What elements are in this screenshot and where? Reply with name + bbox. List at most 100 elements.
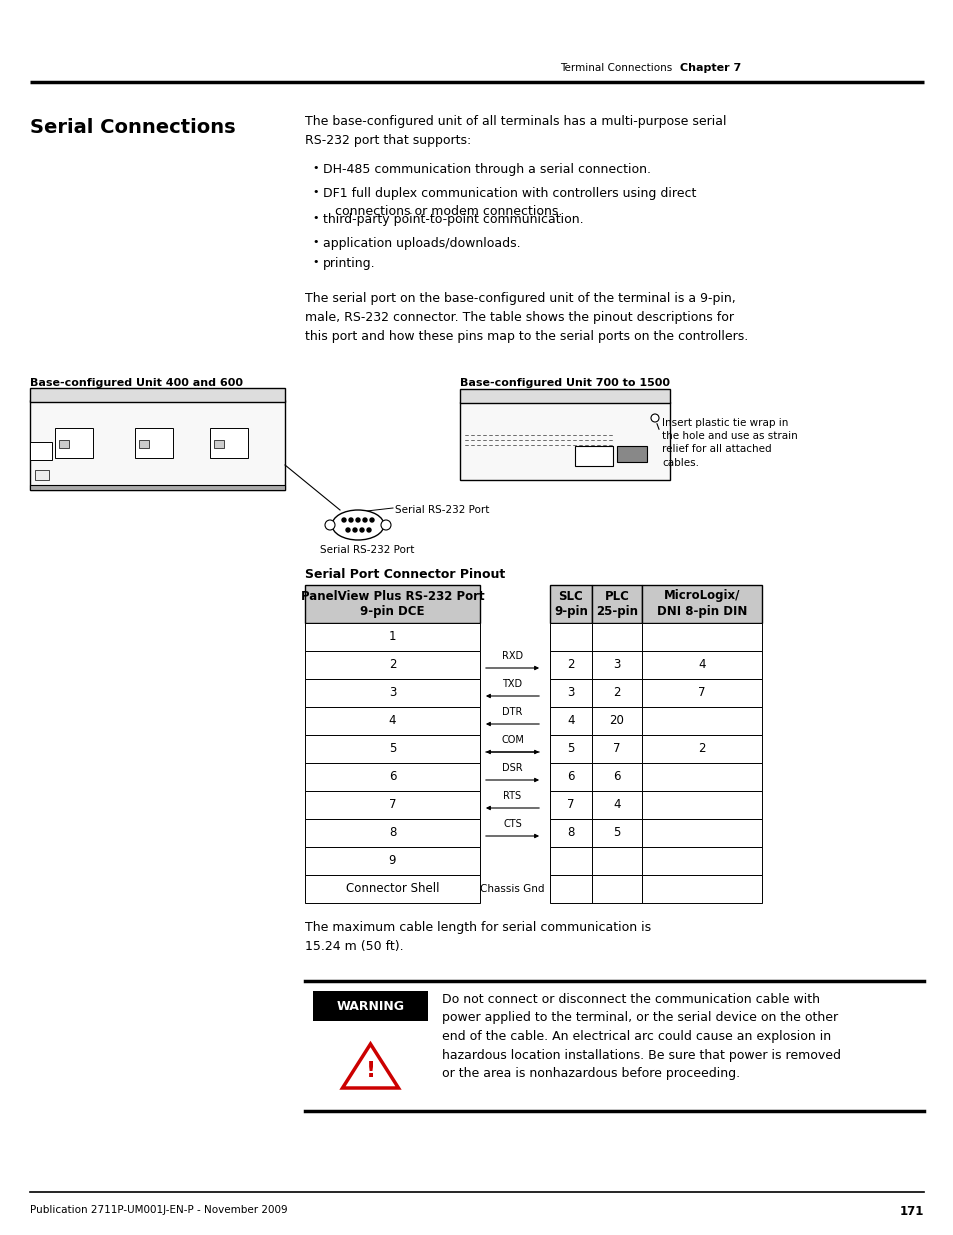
Text: Connector Shell: Connector Shell — [345, 883, 438, 895]
Text: DH-485 communication through a serial connection.: DH-485 communication through a serial co… — [323, 163, 650, 177]
Ellipse shape — [332, 510, 384, 540]
Circle shape — [349, 517, 353, 522]
Text: 4: 4 — [567, 715, 574, 727]
Bar — [641, 790, 761, 819]
Bar — [139, 440, 149, 448]
Bar — [550, 651, 592, 679]
Bar — [305, 735, 479, 763]
Bar — [213, 440, 224, 448]
Bar — [641, 651, 761, 679]
Text: The serial port on the base-configured unit of the terminal is a 9-pin,
male, RS: The serial port on the base-configured u… — [305, 291, 747, 343]
Text: Serial RS-232 Port: Serial RS-232 Port — [319, 545, 414, 555]
Bar — [641, 763, 761, 790]
Bar — [30, 442, 52, 459]
Text: SLC
9-pin: SLC 9-pin — [554, 589, 587, 619]
Text: WARNING: WARNING — [336, 999, 404, 1013]
Text: application uploads/downloads.: application uploads/downloads. — [323, 237, 520, 249]
Bar — [459, 389, 669, 403]
Bar — [305, 847, 479, 876]
Text: third-party point-to-point communication.: third-party point-to-point communication… — [323, 212, 583, 226]
Text: 2: 2 — [388, 658, 395, 672]
Text: RXD: RXD — [501, 651, 522, 661]
Bar — [55, 429, 92, 458]
Text: Serial RS-232 Port: Serial RS-232 Port — [395, 505, 489, 515]
Bar — [617, 446, 646, 462]
Bar — [592, 585, 641, 622]
Text: 2: 2 — [613, 687, 620, 699]
Circle shape — [370, 517, 374, 522]
Text: •: • — [312, 212, 318, 224]
Text: 4: 4 — [613, 799, 620, 811]
Text: 6: 6 — [388, 771, 395, 783]
Text: 4: 4 — [698, 658, 705, 672]
Text: 171: 171 — [899, 1205, 923, 1218]
Text: 3: 3 — [389, 687, 395, 699]
Polygon shape — [342, 1044, 398, 1088]
Bar — [641, 819, 761, 847]
Text: !: ! — [365, 1061, 375, 1081]
Bar — [592, 679, 641, 706]
Bar — [592, 622, 641, 651]
Bar — [641, 735, 761, 763]
Bar — [305, 651, 479, 679]
Bar — [305, 790, 479, 819]
Text: Chassis Gnd: Chassis Gnd — [479, 884, 544, 894]
Text: 3: 3 — [613, 658, 620, 672]
Bar — [305, 622, 479, 651]
Bar — [641, 847, 761, 876]
Text: The base-configured unit of all terminals has a multi-purpose serial
RS-232 port: The base-configured unit of all terminal… — [305, 115, 726, 147]
Text: •: • — [312, 186, 318, 198]
Text: 2: 2 — [567, 658, 574, 672]
Bar — [550, 622, 592, 651]
Bar — [35, 471, 49, 480]
Bar — [30, 400, 285, 490]
Bar — [592, 847, 641, 876]
Bar — [592, 819, 641, 847]
Text: MicroLogix/
DNI 8-pin DIN: MicroLogix/ DNI 8-pin DIN — [656, 589, 746, 619]
Text: TXD: TXD — [502, 679, 522, 689]
Text: 5: 5 — [389, 742, 395, 756]
Text: RTS: RTS — [503, 790, 521, 802]
Text: Serial Port Connector Pinout: Serial Port Connector Pinout — [305, 568, 505, 580]
Text: •: • — [312, 163, 318, 173]
Bar — [592, 735, 641, 763]
Bar — [592, 763, 641, 790]
Circle shape — [325, 520, 335, 530]
Text: Base-configured Unit 700 to 1500: Base-configured Unit 700 to 1500 — [459, 378, 669, 388]
Bar — [550, 819, 592, 847]
Bar — [550, 876, 592, 903]
Text: 9: 9 — [388, 855, 395, 867]
Text: 8: 8 — [567, 826, 574, 840]
Circle shape — [346, 529, 350, 532]
Text: Chapter 7: Chapter 7 — [679, 63, 740, 73]
Bar — [550, 706, 592, 735]
Text: 7: 7 — [567, 799, 574, 811]
Text: 8: 8 — [389, 826, 395, 840]
Bar — [210, 429, 248, 458]
Bar — [575, 446, 613, 466]
Bar — [592, 876, 641, 903]
Bar — [641, 585, 761, 622]
Circle shape — [341, 517, 346, 522]
Text: The maximum cable length for serial communication is
15.24 m (50 ft).: The maximum cable length for serial comm… — [305, 921, 651, 953]
Bar — [550, 585, 592, 622]
Bar — [305, 706, 479, 735]
Text: 7: 7 — [698, 687, 705, 699]
Text: Terminal Connections: Terminal Connections — [559, 63, 671, 73]
Text: 6: 6 — [613, 771, 620, 783]
Text: DTR: DTR — [502, 706, 522, 718]
Bar — [59, 440, 69, 448]
Text: 7: 7 — [388, 799, 395, 811]
Bar — [641, 679, 761, 706]
Bar — [313, 990, 428, 1021]
Text: •: • — [312, 237, 318, 247]
Circle shape — [363, 517, 367, 522]
Bar — [30, 388, 285, 403]
Bar — [30, 485, 285, 490]
Bar — [459, 403, 669, 480]
Text: Publication 2711P-UM001J-EN-P - November 2009: Publication 2711P-UM001J-EN-P - November… — [30, 1205, 287, 1215]
Text: COM: COM — [500, 735, 523, 745]
Circle shape — [367, 529, 371, 532]
Circle shape — [355, 517, 359, 522]
Text: 20: 20 — [609, 715, 624, 727]
